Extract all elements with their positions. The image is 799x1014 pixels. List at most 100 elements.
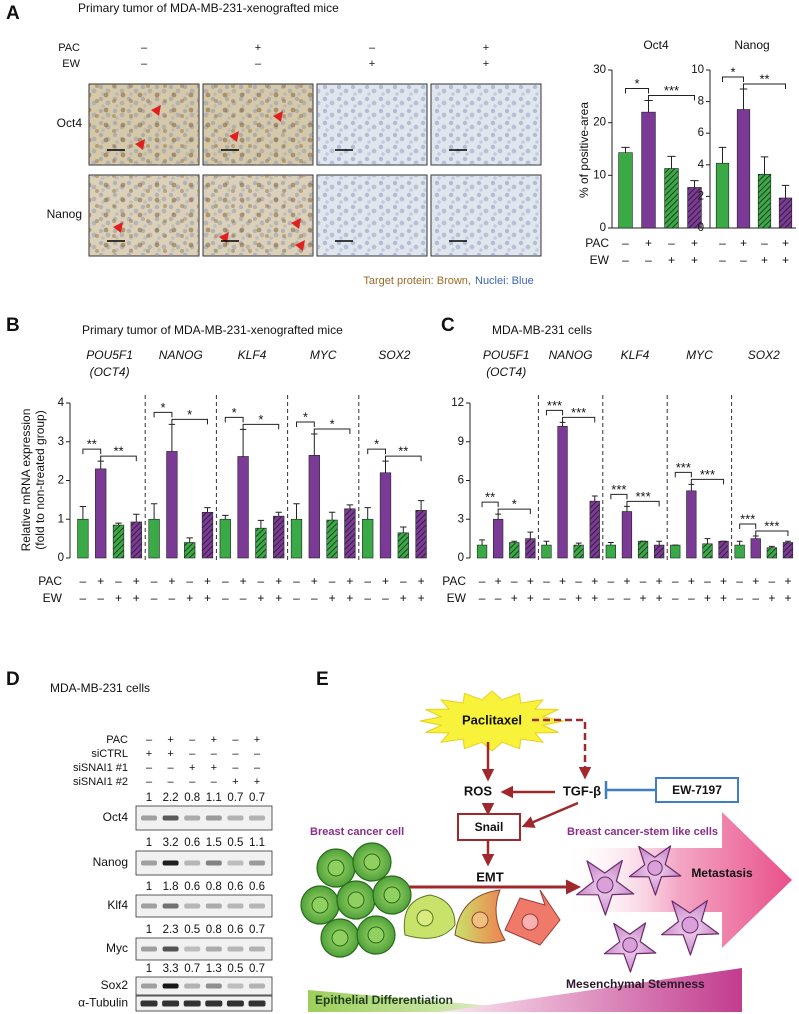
quant-label: 1	[146, 963, 152, 975]
y-axis-label: (fold to non-treated group)	[33, 410, 47, 549]
bar	[415, 510, 427, 559]
error-bar	[621, 146, 630, 153]
bar	[654, 544, 665, 559]
condition-sign: +	[189, 762, 195, 774]
error-bar	[97, 460, 104, 469]
significance-label: *	[232, 405, 237, 420]
band	[227, 903, 244, 909]
significance-bracket	[722, 76, 744, 82]
condition-sign: –	[624, 591, 631, 605]
quant-label: 0.6	[227, 924, 243, 936]
band	[205, 903, 222, 909]
nucleus	[521, 913, 539, 931]
bar	[184, 542, 196, 559]
significance-label: ***	[740, 511, 755, 526]
node-label: EMT	[476, 869, 504, 884]
condition-label: PAC	[442, 574, 466, 588]
image-grid	[88, 83, 542, 257]
bar	[734, 544, 745, 559]
condition-label: siSNAI1 #1	[73, 762, 128, 774]
condition-label: EW	[62, 58, 80, 70]
condition-sign: +	[275, 574, 282, 588]
bar	[273, 515, 285, 559]
y-tick-label: 3	[58, 436, 64, 448]
condition-label: siSNAI1 #2	[73, 776, 128, 788]
condition-sign: –	[115, 574, 122, 588]
gene-label: KLF4	[621, 348, 650, 362]
bar	[605, 544, 616, 559]
nucleus	[416, 909, 434, 927]
condition-sign: –	[168, 776, 175, 788]
row-label: Nanog	[47, 207, 82, 221]
nucleus	[347, 891, 365, 909]
bar	[557, 425, 568, 559]
nucleus	[367, 926, 385, 944]
band	[140, 1000, 158, 1007]
bar	[670, 544, 681, 559]
condition-sign: –	[146, 776, 153, 788]
error-bar	[186, 537, 193, 543]
y-tick-label: 0	[698, 222, 704, 234]
error-bar	[760, 156, 769, 175]
bar	[219, 518, 231, 559]
significance-label: *	[730, 64, 735, 79]
quant-label: 1.1	[249, 837, 265, 849]
condition-sign: +	[591, 591, 598, 605]
bar	[736, 109, 751, 229]
condition-sign: +	[254, 776, 260, 788]
micrograph-texture	[203, 175, 313, 256]
condition-sign: +	[720, 591, 727, 605]
condition-sign: +	[483, 58, 489, 70]
condition-sign: –	[672, 591, 679, 605]
significance-bracket	[153, 411, 173, 418]
significance-bracket	[171, 418, 208, 425]
blot-strip	[135, 995, 273, 1012]
significance-label: *	[160, 400, 165, 415]
condition-sign: –	[189, 734, 196, 746]
caption: Target protein: Brown,	[363, 275, 471, 287]
condition-sign: +	[186, 591, 193, 605]
band	[141, 903, 157, 909]
micrograph-texture	[431, 84, 541, 165]
y-tick-label: 0	[458, 552, 464, 564]
y-tick-label: 20	[593, 117, 606, 129]
significance-label: *	[512, 497, 517, 512]
arrowhead	[291, 218, 301, 229]
error-bar	[785, 540, 791, 543]
quant-label: 0.8	[206, 924, 222, 936]
significance-bracket	[625, 88, 649, 94]
gene-note: (OCT4)	[486, 365, 526, 379]
condition-sign: +	[688, 574, 695, 588]
band	[249, 903, 265, 909]
band	[183, 1000, 201, 1007]
condition-sign: +	[232, 776, 238, 788]
condition-sign: +	[784, 591, 791, 605]
bar	[509, 542, 520, 559]
condition-sign: –	[189, 748, 196, 760]
error-bar	[656, 540, 663, 546]
chart-title: MDA-MB-231 cells	[492, 323, 592, 337]
significance-bracket	[82, 448, 102, 455]
y-axis-label: % of positive-area	[577, 102, 591, 198]
nucleus	[311, 896, 329, 914]
condition-sign: –	[211, 748, 218, 760]
condition-sign: +	[204, 574, 211, 588]
arrowhead	[229, 131, 239, 142]
quant-label: 1	[146, 881, 152, 893]
band	[162, 860, 179, 866]
condition-sign: –	[769, 574, 776, 588]
condition-sign: +	[495, 574, 502, 588]
bar	[637, 540, 649, 559]
condition-sign: +	[418, 574, 425, 588]
significance-bracket	[610, 493, 628, 500]
condition-sign: –	[311, 591, 318, 605]
quant-label: 0.5	[227, 963, 243, 975]
quant-label: 0.5	[227, 837, 243, 849]
band	[141, 983, 157, 989]
panel-label: B	[6, 315, 20, 336]
bar	[308, 455, 320, 559]
condition-sign: –	[704, 574, 711, 588]
condition-sign: –	[189, 776, 196, 788]
band	[226, 1000, 244, 1007]
